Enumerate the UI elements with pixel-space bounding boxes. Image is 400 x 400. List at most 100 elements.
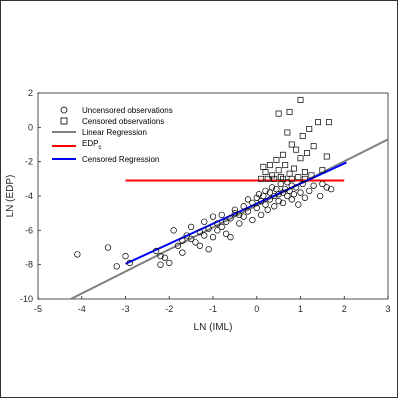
uncensored-point (214, 227, 221, 234)
censored-point (301, 175, 308, 182)
uncensored-point (244, 208, 252, 215)
legend-label-edp-main: EDP (82, 139, 98, 148)
legend-item-censored-regression: Censored Regression (52, 155, 159, 164)
uncensored-point (295, 201, 302, 208)
censored-point (262, 169, 269, 175)
linear-regression-line (70, 138, 388, 299)
uncensored-point (209, 213, 217, 220)
x-axis-label: LN (IML) (194, 322, 233, 333)
censored-point (301, 169, 308, 175)
y-tick-label: -10 (20, 294, 33, 304)
uncensored-point (218, 211, 225, 219)
censored-point (275, 167, 282, 174)
legend-label-censored: Censored observations (82, 117, 164, 126)
uncensored-point (74, 251, 81, 258)
y-axis-label: LN (EDP) (5, 175, 16, 218)
censored-point (306, 126, 313, 132)
censored-point (282, 162, 289, 169)
censored-point (299, 132, 306, 139)
uncensored-point (275, 197, 282, 205)
uncensored-point (262, 201, 269, 208)
censored-point (280, 151, 286, 158)
uncensored-point (152, 247, 160, 255)
censored-point (284, 129, 291, 136)
legend-item-edpc: EDPc (52, 139, 101, 151)
uncensored-point (244, 196, 252, 203)
uncensored-point (113, 263, 120, 270)
uncensored-point (323, 184, 330, 191)
censored-regression-line (125, 161, 347, 265)
censored-point (297, 96, 304, 103)
legend-label-edpc: EDPc (82, 139, 101, 151)
legend-label-edp-subscript: c (98, 145, 101, 151)
uncensored-point (255, 191, 263, 198)
censored-point (271, 175, 278, 182)
uncensored-point (297, 189, 304, 196)
x-tick-label: -1 (209, 304, 217, 314)
censored-point (286, 108, 293, 115)
uncensored-point (317, 192, 324, 200)
y-tick-label: -6 (25, 225, 33, 235)
x-tick-label: 0 (254, 304, 259, 314)
uncensored-point (257, 211, 265, 219)
uncensored-point (201, 218, 208, 225)
uncensored-point (284, 192, 291, 200)
uncensored-point (282, 185, 289, 193)
uncensored-point (196, 228, 204, 236)
uncensored-point (249, 199, 256, 207)
uncensored-point (288, 182, 295, 189)
uncensored-point (288, 196, 295, 203)
uncensored-point (253, 204, 260, 212)
uncensored-point (227, 215, 234, 222)
censored-point (319, 167, 326, 174)
uncensored-point (231, 210, 239, 217)
uncensored-point (179, 237, 186, 244)
legend-item-linear-regression: Linear Regression (52, 128, 147, 137)
uncensored-point (279, 189, 287, 196)
uncensored-point (170, 227, 177, 234)
uncensored-point (284, 179, 291, 186)
uncensored-point (196, 242, 204, 249)
uncensored-point (310, 182, 317, 189)
uncensored-point (187, 223, 195, 231)
uncensored-point (327, 185, 335, 193)
censored-point (277, 174, 284, 181)
uncensored-point (187, 235, 195, 243)
uncensored-point (231, 206, 239, 213)
uncensored-point (205, 246, 212, 253)
uncensored-point (271, 203, 278, 210)
uncensored-point (122, 252, 129, 260)
censored-point (275, 110, 282, 117)
x-tick-label: -5 (34, 304, 42, 314)
uncensored-point (222, 218, 230, 225)
uncensored-point (240, 203, 247, 210)
uncensored-point (179, 249, 186, 256)
uncensored-point (319, 180, 326, 188)
uncensored-point (236, 220, 243, 227)
uncensored-point (209, 234, 217, 241)
y-tick-label: -4 (25, 191, 33, 201)
censored-point (280, 175, 286, 182)
x-tick-label: -2 (165, 304, 173, 314)
uncensored-point (157, 261, 164, 268)
censored-point (293, 146, 300, 153)
censored-point (273, 157, 280, 163)
censored-point (315, 119, 321, 126)
axis-ticks: -5 -4 -3 -2 -1 0 1 2 3-10-8-6-4-202 (20, 88, 391, 314)
uncensored-point (260, 192, 267, 200)
uncensored-point (275, 191, 282, 198)
censored-point (266, 162, 273, 169)
censored-point (258, 175, 265, 182)
uncensored-point (214, 220, 221, 227)
censored-point (304, 150, 311, 157)
censored-point (288, 175, 295, 182)
censored-point (323, 153, 330, 160)
y-tick-label: 0 (28, 122, 33, 132)
y-tick-label: -2 (25, 157, 33, 167)
legend-label-uncensored: Uncensored observations (82, 106, 173, 115)
uncensored-point (104, 244, 112, 251)
uncensored-point (205, 225, 212, 232)
censored-point (308, 172, 315, 179)
legend-circle-icon (60, 106, 68, 114)
